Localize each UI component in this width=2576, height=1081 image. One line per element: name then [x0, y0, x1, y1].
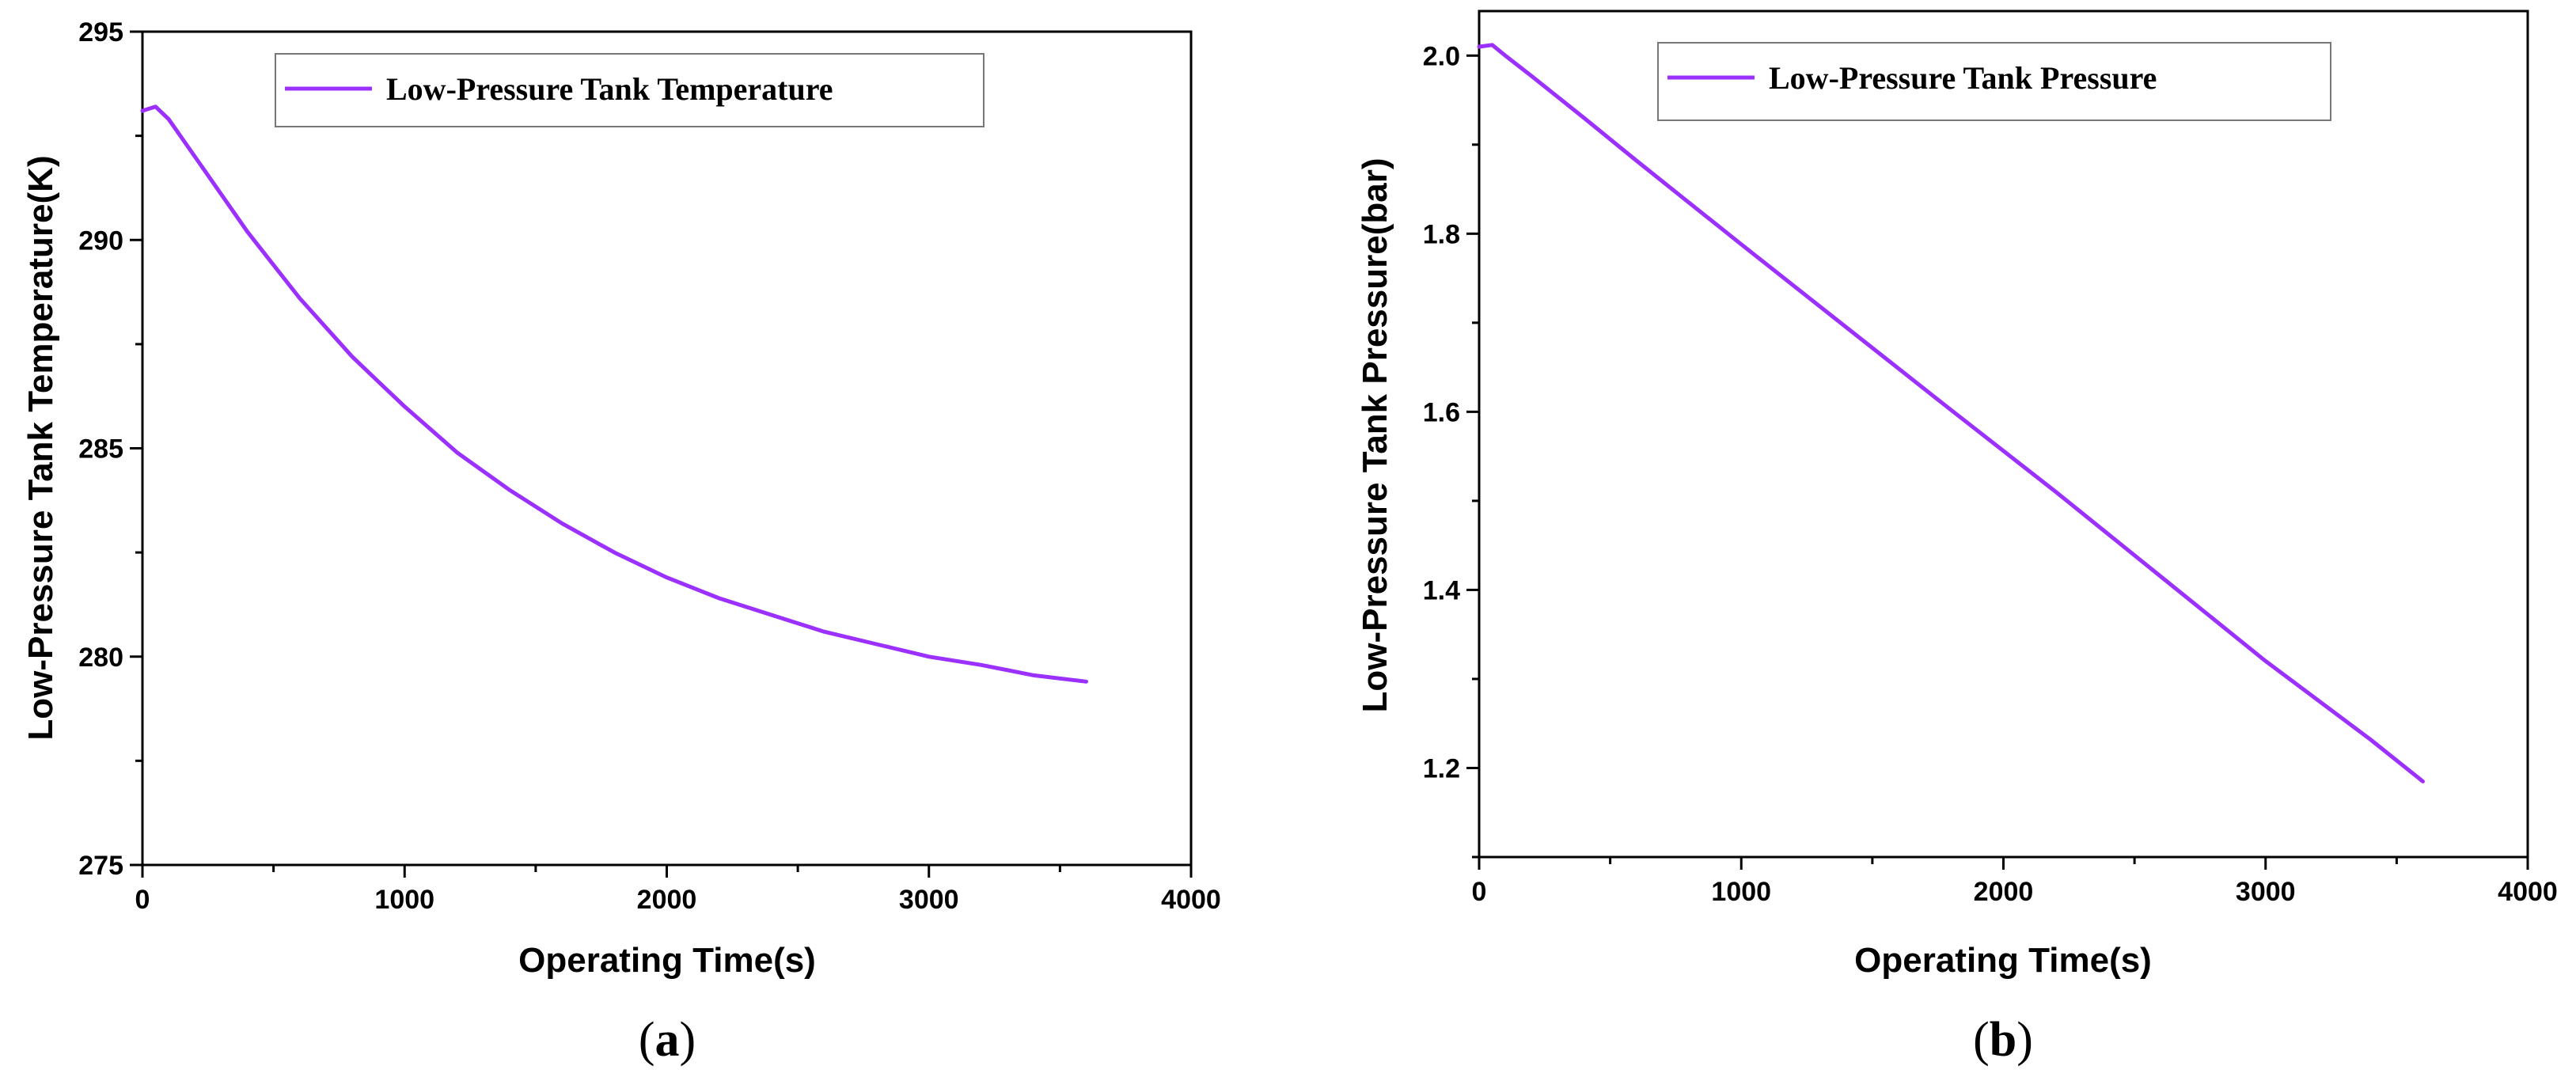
x-tick-label: 0	[135, 885, 150, 915]
axis-ticks	[1466, 54, 2529, 870]
y-tick-label: 1.4	[1423, 575, 1460, 605]
y-tick-labels: 275 280 285 290 295	[78, 17, 123, 881]
y-tick-label: 280	[78, 643, 123, 673]
x-tick-labels: 0 1000 2000 3000 4000	[1472, 877, 2558, 907]
x-tick-label: 2000	[637, 885, 697, 915]
x-tick-label: 2000	[1974, 877, 2034, 907]
y-axis-title: Low-Pressure Tank Temperature(K)	[21, 155, 60, 740]
x-axis-title: Operating Time(s)	[1854, 941, 2152, 980]
legend-label: Low-Pressure Tank Pressure	[1769, 60, 2157, 96]
legend-box	[1657, 42, 2331, 121]
panel-label-b: (b)	[1973, 1013, 2033, 1067]
series-line-temperature	[140, 104, 1088, 684]
x-tick-label: 1000	[1711, 877, 1771, 907]
x-axis-title: Operating Time(s)	[518, 941, 816, 980]
y-tick-label: 1.2	[1423, 753, 1460, 783]
x-tick-label: 4000	[1161, 885, 1221, 915]
plot-area-frame	[141, 30, 1193, 867]
x-tick-label: 1000	[374, 885, 434, 915]
panel-a-chart: 275 280 285 290 295 0 1000 2000 3000 4000 Low-Pr…	[21, 17, 1221, 1067]
y-tick-label: 285	[78, 434, 123, 465]
y-axis-title: Low-Pressure Tank Pressure(bar)	[1356, 158, 1394, 713]
y-tick-label: 290	[78, 226, 123, 256]
y-tick-labels: 1.2 1.4 1.6 1.8 2.0	[1423, 41, 1460, 783]
x-tick-label: 0	[1472, 877, 1487, 907]
y-tick-label: 2.0	[1423, 41, 1460, 71]
panel-b-chart: 1.2 1.4 1.6 1.8 2.0 0 1000 2000 3000 4000 Low-Pr…	[1356, 9, 2558, 1067]
y-tick-label: 295	[78, 17, 123, 47]
x-tick-labels: 0 1000 2000 3000 4000	[135, 885, 1221, 915]
x-tick-label: 3000	[2236, 877, 2296, 907]
y-tick-label: 275	[78, 851, 123, 881]
y-tick-label: 1.8	[1423, 219, 1460, 249]
panel-label-a: (a)	[639, 1013, 696, 1067]
x-tick-label: 3000	[899, 885, 959, 915]
y-tick-label: 1.6	[1423, 397, 1460, 427]
plot-area-frame	[1478, 9, 2529, 859]
legend: Low-Pressure Tank Temperature	[275, 53, 984, 127]
series-line-pressure	[1477, 43, 2425, 783]
legend-box	[275, 53, 984, 127]
legend: Low-Pressure Tank Pressure	[1657, 42, 2331, 121]
axis-ticks	[130, 30, 1193, 878]
x-tick-label: 4000	[2498, 877, 2558, 907]
legend-label: Low-Pressure Tank Temperature	[386, 71, 833, 107]
